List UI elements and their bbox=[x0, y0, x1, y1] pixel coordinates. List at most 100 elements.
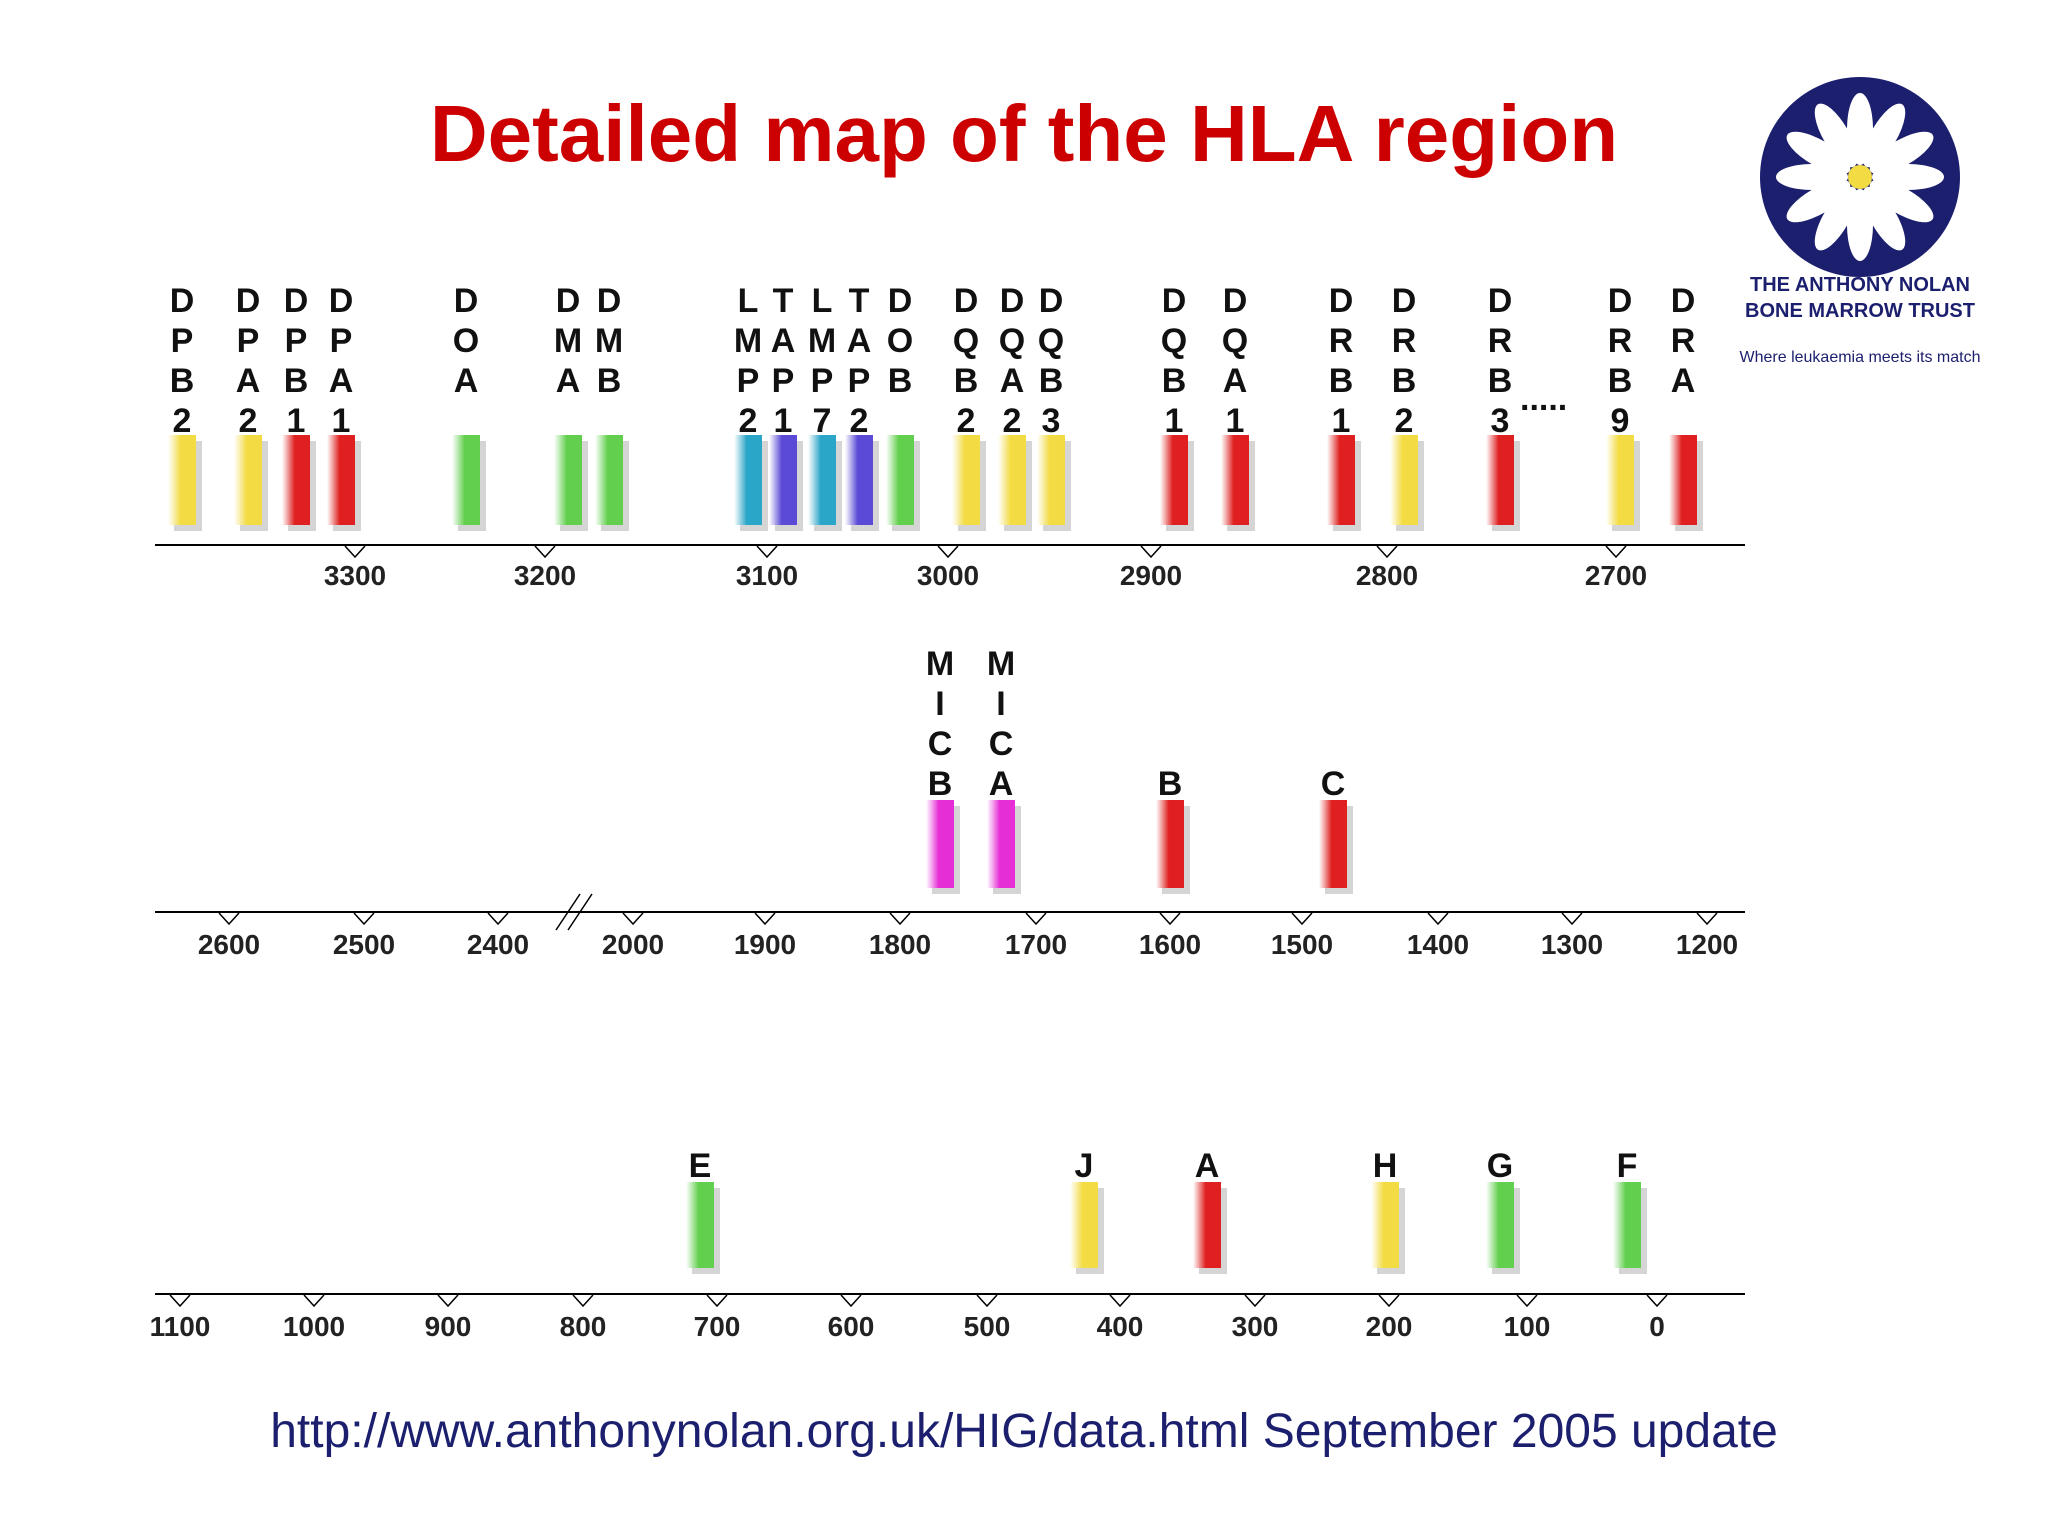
daisy-petal bbox=[1786, 131, 1851, 175]
tick-label: 3300 bbox=[324, 560, 386, 591]
gene-label-char: R bbox=[1608, 322, 1633, 360]
gene-bar bbox=[1221, 435, 1249, 525]
tick-label: 1300 bbox=[1541, 929, 1603, 960]
gene-label-char: D bbox=[1223, 282, 1248, 320]
tick-label: 2800 bbox=[1356, 560, 1418, 591]
gene-label-char: O bbox=[887, 322, 913, 360]
axis-tick bbox=[754, 912, 776, 926]
gene-bar bbox=[1606, 435, 1634, 525]
gene-label-char: R bbox=[1488, 322, 1513, 360]
tick-label: 700 bbox=[694, 1311, 741, 1342]
axis-break-mark bbox=[567, 893, 593, 931]
axis-tick bbox=[353, 912, 375, 926]
gene-label-char: Q bbox=[1222, 322, 1248, 360]
gene-label-char: Q bbox=[1038, 322, 1064, 360]
gene-bar bbox=[886, 435, 914, 525]
tick-label: 1500 bbox=[1271, 929, 1333, 960]
gene-label-char: 2 bbox=[173, 402, 192, 440]
gene-bar bbox=[1160, 435, 1188, 525]
gene-label-char: 2 bbox=[239, 402, 258, 440]
axis-tick bbox=[1244, 1294, 1266, 1308]
tick-label: 900 bbox=[425, 1311, 472, 1342]
gene-label-char: M bbox=[808, 322, 836, 360]
gene-b: B bbox=[1156, 765, 1190, 894]
axis-tick bbox=[889, 912, 911, 926]
gene-label-char: P bbox=[737, 362, 760, 400]
gene-j: J bbox=[1070, 1147, 1104, 1274]
gene-label-char: B bbox=[1392, 362, 1417, 400]
tick-label: 500 bbox=[964, 1311, 1011, 1342]
gene-label-char: P bbox=[330, 322, 353, 360]
gene-label-char: 2 bbox=[1395, 402, 1414, 440]
gene-label-char: 2 bbox=[1003, 402, 1022, 440]
gene-label-char: E bbox=[689, 1147, 712, 1185]
gene-label-char: T bbox=[773, 282, 794, 320]
gene-label-char: D bbox=[1329, 282, 1354, 320]
gene-bar bbox=[234, 435, 262, 525]
tick-label: 2400 bbox=[467, 929, 529, 960]
axis-tick bbox=[534, 545, 556, 559]
tick-label: 1700 bbox=[1005, 929, 1067, 960]
tick-label: 100 bbox=[1504, 1311, 1551, 1342]
gene-label-char: B bbox=[1329, 362, 1354, 400]
gene-label-char: A bbox=[329, 362, 354, 400]
tick-label: 1600 bbox=[1139, 929, 1201, 960]
gene-label-char: B bbox=[1488, 362, 1513, 400]
gene-label-char: A bbox=[1000, 362, 1025, 400]
gene-label-char: M bbox=[734, 322, 762, 360]
daisy-petal bbox=[1862, 103, 1906, 168]
daisy-petal bbox=[1814, 103, 1858, 168]
gene-doa: DOA bbox=[452, 282, 486, 531]
tick-label: 2600 bbox=[198, 929, 260, 960]
gene-bar bbox=[1070, 1182, 1098, 1268]
gene-a: A bbox=[1193, 1147, 1227, 1274]
gene-label-char: O bbox=[453, 322, 479, 360]
gene-bar bbox=[845, 435, 873, 525]
gene-bar bbox=[1613, 1182, 1641, 1268]
gene-label-char: D bbox=[888, 282, 913, 320]
axis-tick bbox=[169, 1294, 191, 1308]
gene-bar bbox=[452, 435, 480, 525]
gene-label-char: D bbox=[329, 282, 354, 320]
gene-label-char: Q bbox=[953, 322, 979, 360]
gene-label-char: A bbox=[1223, 362, 1248, 400]
gene-bar bbox=[952, 435, 980, 525]
gene-label-char: D bbox=[1608, 282, 1633, 320]
axis-tick bbox=[756, 545, 778, 559]
axis-tick bbox=[487, 912, 509, 926]
gene-bar bbox=[1371, 1182, 1399, 1268]
daisy-petal bbox=[1814, 186, 1858, 251]
gene-label-char: D bbox=[1039, 282, 1064, 320]
gene-label-char: D bbox=[1162, 282, 1187, 320]
gene-label-char: M bbox=[926, 645, 954, 683]
gene-bar bbox=[1193, 1182, 1221, 1268]
gene-dob: DOB bbox=[886, 282, 920, 531]
gene-label-char: G bbox=[1487, 1147, 1513, 1185]
tick-label: 200 bbox=[1366, 1311, 1413, 1342]
logo-name-line2: BONE MARROW TRUST bbox=[1745, 300, 1975, 322]
gene-label-char: D bbox=[236, 282, 261, 320]
source-citation: http://www.anthonynolan.org.uk/HIG/data.… bbox=[270, 1405, 1778, 1458]
axis-tick bbox=[840, 1294, 862, 1308]
gene-bar bbox=[987, 800, 1015, 888]
gene-bar bbox=[808, 435, 836, 525]
gene-c: C bbox=[1319, 765, 1353, 894]
gene-dma: DMA bbox=[554, 282, 588, 531]
gene-label-char: 3 bbox=[1491, 402, 1510, 440]
axis-tick bbox=[937, 545, 959, 559]
gene-label-char: P bbox=[237, 322, 260, 360]
gene-label-char: B bbox=[597, 362, 622, 400]
gene-label-char: 1 bbox=[1226, 402, 1245, 440]
gene-bar bbox=[686, 1182, 714, 1268]
tick-label: 3000 bbox=[917, 560, 979, 591]
gene-e: E bbox=[686, 1147, 720, 1274]
